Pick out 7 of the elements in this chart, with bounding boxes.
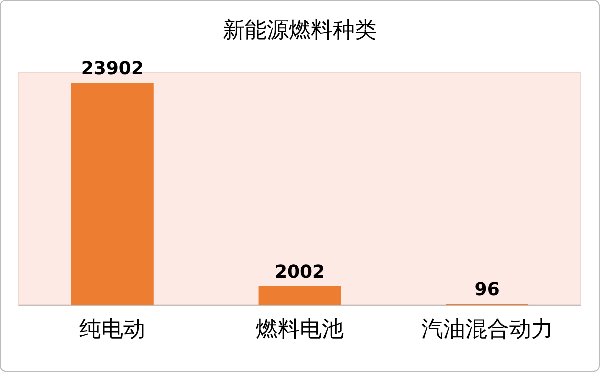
data-label: 23902 xyxy=(81,58,144,80)
x-tick-label: 汽油混合动力 xyxy=(421,318,554,342)
data-label: 96 xyxy=(474,280,500,301)
x-tick-label: 纯电动 xyxy=(80,318,146,342)
chart-title: 新能源燃料种类 xyxy=(223,18,377,44)
data-label: 2002 xyxy=(274,262,326,283)
x-tick-label: 燃料电池 xyxy=(256,318,344,342)
